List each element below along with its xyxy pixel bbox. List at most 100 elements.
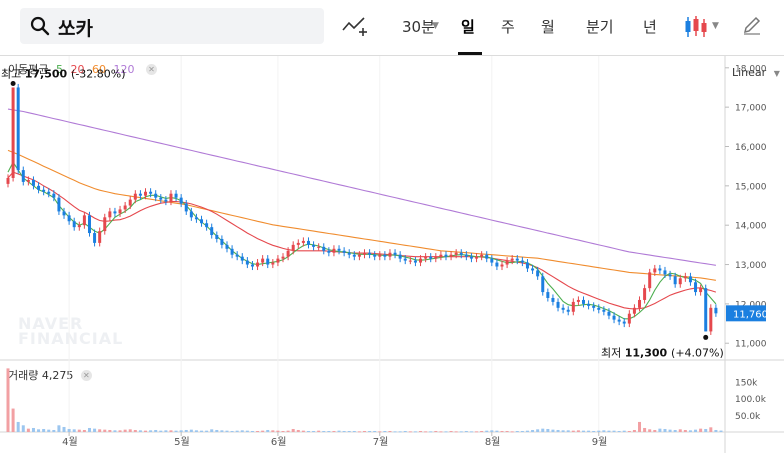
- y-tick-label: 15,000: [735, 182, 767, 192]
- candle-body: [434, 256, 438, 259]
- volume-bar: [225, 430, 229, 432]
- candle-body: [103, 217, 107, 232]
- scale-mode-selector[interactable]: Linear ▼: [732, 66, 780, 79]
- volume-bar: [515, 430, 519, 432]
- high-marker: [10, 80, 16, 86]
- candle-body: [383, 254, 387, 257]
- candle-body: [52, 193, 56, 198]
- candle-body: [602, 309, 606, 312]
- volume-value: 4,275: [41, 369, 74, 382]
- candle-body: [291, 244, 295, 251]
- volume-bar: [638, 421, 642, 432]
- chevron-down-icon[interactable]: ▼: [432, 21, 439, 31]
- volume-bar: [31, 427, 35, 432]
- volume-bar: [464, 430, 468, 432]
- volume-bar: [301, 430, 305, 432]
- candle-body: [11, 87, 15, 178]
- ma120-line: [7, 108, 716, 266]
- interval-selector[interactable]: 30분: [402, 18, 435, 36]
- volume-bar: [429, 431, 433, 433]
- volume-bar: [230, 430, 234, 432]
- candle-body: [322, 246, 326, 251]
- tab-quarter[interactable]: 분기: [586, 18, 614, 36]
- volume-bar: [154, 429, 158, 432]
- volume-bar: [159, 430, 163, 432]
- candle-body: [587, 303, 591, 306]
- candle-body: [347, 252, 351, 255]
- volume-bar: [541, 428, 545, 432]
- candle-body: [643, 288, 647, 300]
- candle-body: [133, 193, 137, 200]
- volume-bar: [16, 421, 20, 432]
- candle-body: [546, 292, 550, 298]
- search-icon[interactable]: [30, 16, 50, 36]
- candle-body: [47, 191, 51, 194]
- volume-bar: [240, 430, 244, 432]
- volume-bar: [520, 430, 524, 432]
- volume-close-icon[interactable]: ✕: [80, 370, 92, 381]
- candle-body: [118, 209, 122, 214]
- candle-body: [393, 252, 397, 255]
- candle-body: [515, 258, 519, 261]
- volume-bar: [368, 430, 372, 432]
- candle-body: [220, 238, 224, 245]
- candle-body: [704, 288, 708, 332]
- tab-month[interactable]: 월: [541, 18, 555, 36]
- volume-bar: [571, 430, 575, 432]
- candle-body: [77, 225, 81, 228]
- candle-body: [235, 254, 239, 257]
- volume-bar: [184, 429, 188, 432]
- candle-body: [16, 87, 20, 171]
- x-tick-label: 6월: [271, 436, 287, 448]
- candle-body: [525, 262, 529, 269]
- scale-chevron-icon[interactable]: ▼: [773, 69, 780, 78]
- candle-body: [301, 240, 305, 243]
- candle-body: [230, 248, 234, 255]
- trend-line-icon[interactable]: [342, 14, 368, 38]
- close-icon[interactable]: ✕: [145, 64, 157, 75]
- candle-body: [144, 191, 148, 196]
- candle-body: [215, 235, 219, 239]
- tab-week[interactable]: 주: [501, 18, 515, 36]
- candle-body: [429, 256, 433, 259]
- volume-bar: [306, 430, 310, 432]
- candle-body: [250, 264, 254, 267]
- volume-bar: [200, 430, 204, 432]
- candle-body: [332, 248, 336, 253]
- volume-bar: [576, 430, 580, 432]
- candle-body: [159, 197, 163, 200]
- moving-average-legend: 이동평균 5 20 60 120 ✕: [8, 61, 161, 77]
- volume-bars: [6, 368, 723, 433]
- candle-body: [342, 250, 346, 253]
- candle-body: [174, 193, 178, 198]
- y-tick-label: 13,000: [735, 261, 767, 271]
- tab-day[interactable]: 일: [461, 18, 475, 36]
- candle-body: [541, 276, 545, 293]
- volume-bar: [342, 430, 346, 432]
- volume-bar: [688, 430, 692, 432]
- scale-mode-label: Linear: [732, 66, 767, 79]
- volume-bar: [205, 430, 209, 432]
- volume-bar: [123, 429, 127, 432]
- candle-body: [373, 254, 377, 257]
- candle-body: [312, 244, 316, 247]
- candle-body: [138, 193, 142, 196]
- stock-search-box[interactable]: 쏘카: [20, 8, 324, 44]
- search-input[interactable]: 쏘카: [58, 18, 93, 40]
- candle-body: [668, 274, 672, 277]
- volume-bar: [383, 430, 387, 432]
- volume-bar: [434, 430, 438, 432]
- candlestick-icon[interactable]: [684, 15, 708, 39]
- candle-body: [149, 191, 153, 194]
- ma60-label: 60: [91, 63, 106, 76]
- candle-body: [490, 258, 494, 263]
- low-annotation: 최저 11,300 (+4.07%): [601, 346, 724, 359]
- tab-year[interactable]: 년: [643, 18, 657, 36]
- candle-body: [617, 319, 621, 322]
- chart-type-chevron-icon[interactable]: ▼: [712, 21, 719, 31]
- candle-body: [612, 315, 616, 320]
- volume-bar: [546, 428, 550, 432]
- pen-icon[interactable]: [742, 15, 762, 35]
- x-tick-label: 4월: [62, 436, 78, 448]
